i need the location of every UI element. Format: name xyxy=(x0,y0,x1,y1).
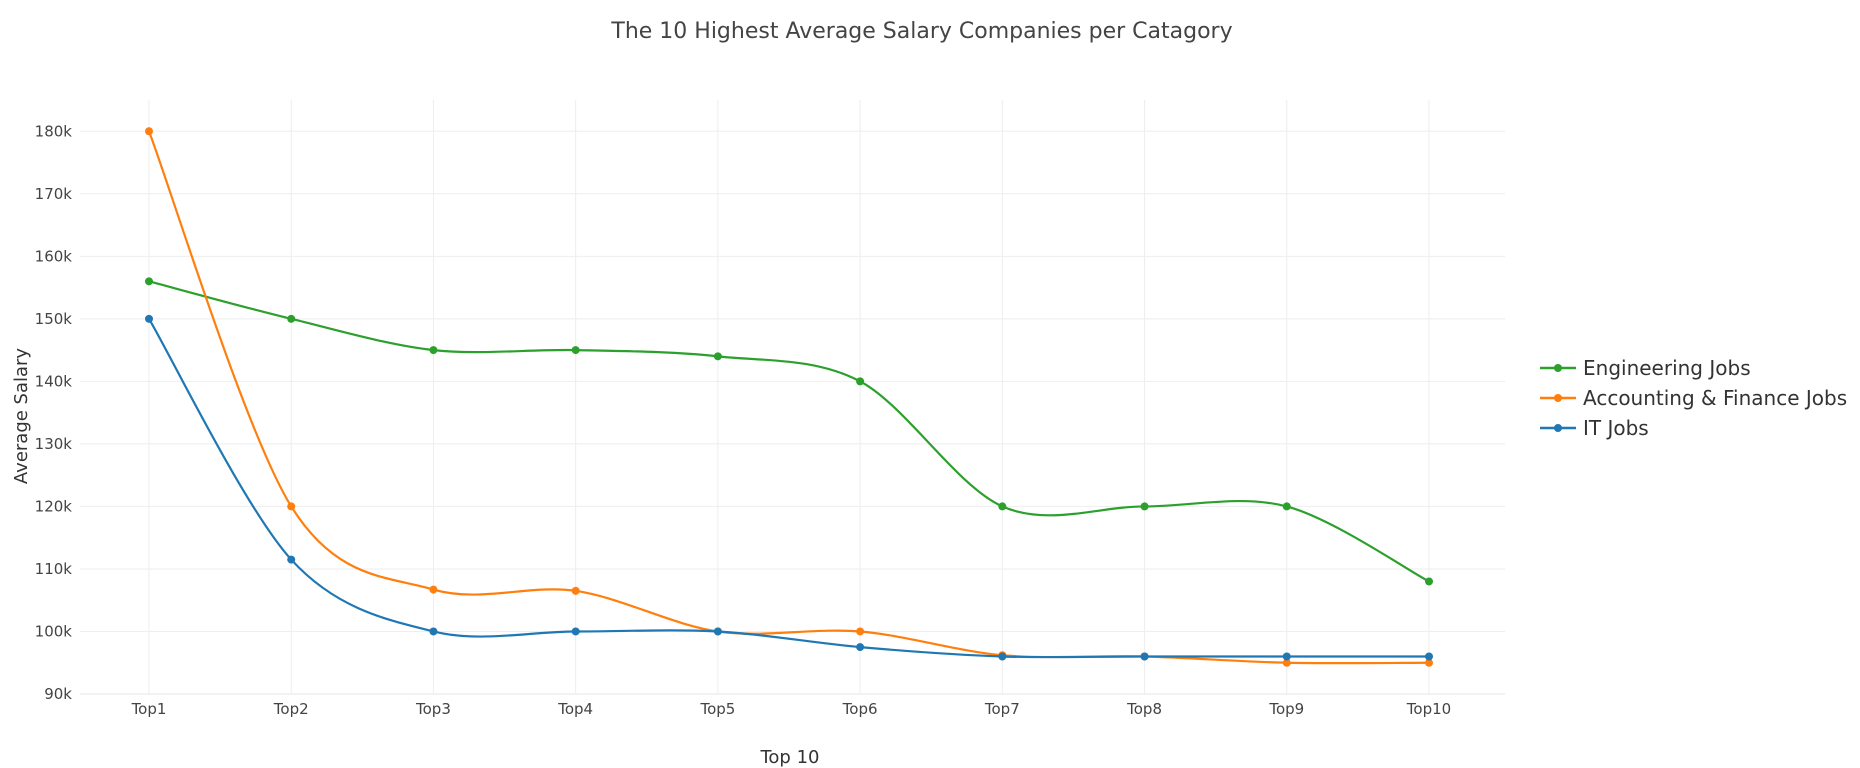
data-point[interactable] xyxy=(1425,658,1433,667)
data-point[interactable] xyxy=(1282,652,1291,661)
y-tick-label: 130k xyxy=(35,435,73,453)
legend-marker xyxy=(1554,394,1562,402)
x-axis: Top1 Top2 Top3 Top4 Top5 Top6 Top7 Top8 Top9 Top1… xyxy=(131,700,1452,718)
legend-marker xyxy=(1554,364,1562,372)
y-tick-label: 170k xyxy=(35,185,73,203)
data-point[interactable] xyxy=(287,502,296,511)
x-tick-label: Top3 xyxy=(415,700,451,718)
legend-label: IT Jobs xyxy=(1583,416,1649,440)
data-point[interactable] xyxy=(571,586,580,595)
x-tick-label: Top10 xyxy=(1406,700,1451,718)
data-point[interactable] xyxy=(571,627,580,636)
data-point[interactable] xyxy=(1140,652,1149,661)
x-tick-label: Top5 xyxy=(699,700,735,718)
legend-item[interactable]: Engineering Jobs xyxy=(1540,356,1751,380)
chart-title: The 10 Highest Average Salary Companies … xyxy=(610,19,1232,44)
y-tick-label: 100k xyxy=(35,622,73,640)
x-tick-label: Top2 xyxy=(273,700,309,718)
series-line xyxy=(148,280,1430,583)
y-tick-label: 150k xyxy=(35,310,73,328)
x-tick-label: Top1 xyxy=(131,700,167,718)
series-it-jobs xyxy=(145,314,1433,661)
y-tick-label: 180k xyxy=(35,122,73,140)
data-point[interactable] xyxy=(1425,652,1433,661)
data-point[interactable] xyxy=(856,627,865,636)
y-tick-label: 90k xyxy=(44,685,72,703)
y-axis: 90k 100k 110k 120k 130k 140k 150k 160k 170k 180k xyxy=(35,122,73,703)
data-point[interactable] xyxy=(287,555,296,564)
x-tick-label: Top8 xyxy=(1126,700,1162,718)
data-point[interactable] xyxy=(429,346,438,355)
series-engineering-jobs xyxy=(145,277,1433,586)
grid xyxy=(80,100,1505,695)
series-line xyxy=(147,130,1430,665)
data-point[interactable] xyxy=(287,314,296,323)
y-tick-label: 160k xyxy=(35,247,73,265)
data-point[interactable] xyxy=(571,346,580,355)
data-point[interactable] xyxy=(856,377,865,386)
legend-item[interactable]: IT Jobs xyxy=(1540,416,1649,440)
y-tick-label: 140k xyxy=(35,372,73,390)
x-axis-title: Top 10 xyxy=(759,747,819,768)
data-point[interactable] xyxy=(998,652,1007,661)
legend[interactable]: Engineering Jobs Accounting & Finance Job… xyxy=(1540,356,1847,440)
data-point[interactable] xyxy=(713,352,722,361)
data-point[interactable] xyxy=(429,627,438,636)
y-axis-title: Average Salary xyxy=(11,348,32,485)
x-tick-label: Top6 xyxy=(842,700,878,718)
x-tick-label: Top4 xyxy=(557,700,593,718)
data-point[interactable] xyxy=(429,585,438,594)
data-point[interactable] xyxy=(998,502,1007,511)
plot-area xyxy=(145,127,1433,667)
data-point[interactable] xyxy=(713,627,722,636)
series-accounting-finance-jobs xyxy=(145,127,1433,667)
legend-marker xyxy=(1554,424,1562,432)
series-line xyxy=(148,318,1429,659)
y-tick-label: 120k xyxy=(35,497,73,515)
data-point[interactable] xyxy=(145,314,153,323)
x-tick-label: Top9 xyxy=(1268,700,1304,718)
data-point[interactable] xyxy=(145,127,153,136)
data-point[interactable] xyxy=(856,643,865,652)
data-point[interactable] xyxy=(145,277,153,286)
data-point[interactable] xyxy=(1140,502,1149,511)
x-tick-label: Top7 xyxy=(984,700,1020,718)
legend-label: Accounting & Finance Jobs xyxy=(1583,386,1847,410)
y-tick-label: 110k xyxy=(35,560,73,578)
data-point[interactable] xyxy=(1282,502,1291,511)
legend-label: Engineering Jobs xyxy=(1583,356,1751,380)
data-point[interactable] xyxy=(1425,577,1433,586)
data-point[interactable] xyxy=(1282,658,1291,667)
legend-item[interactable]: Accounting & Finance Jobs xyxy=(1540,386,1847,410)
